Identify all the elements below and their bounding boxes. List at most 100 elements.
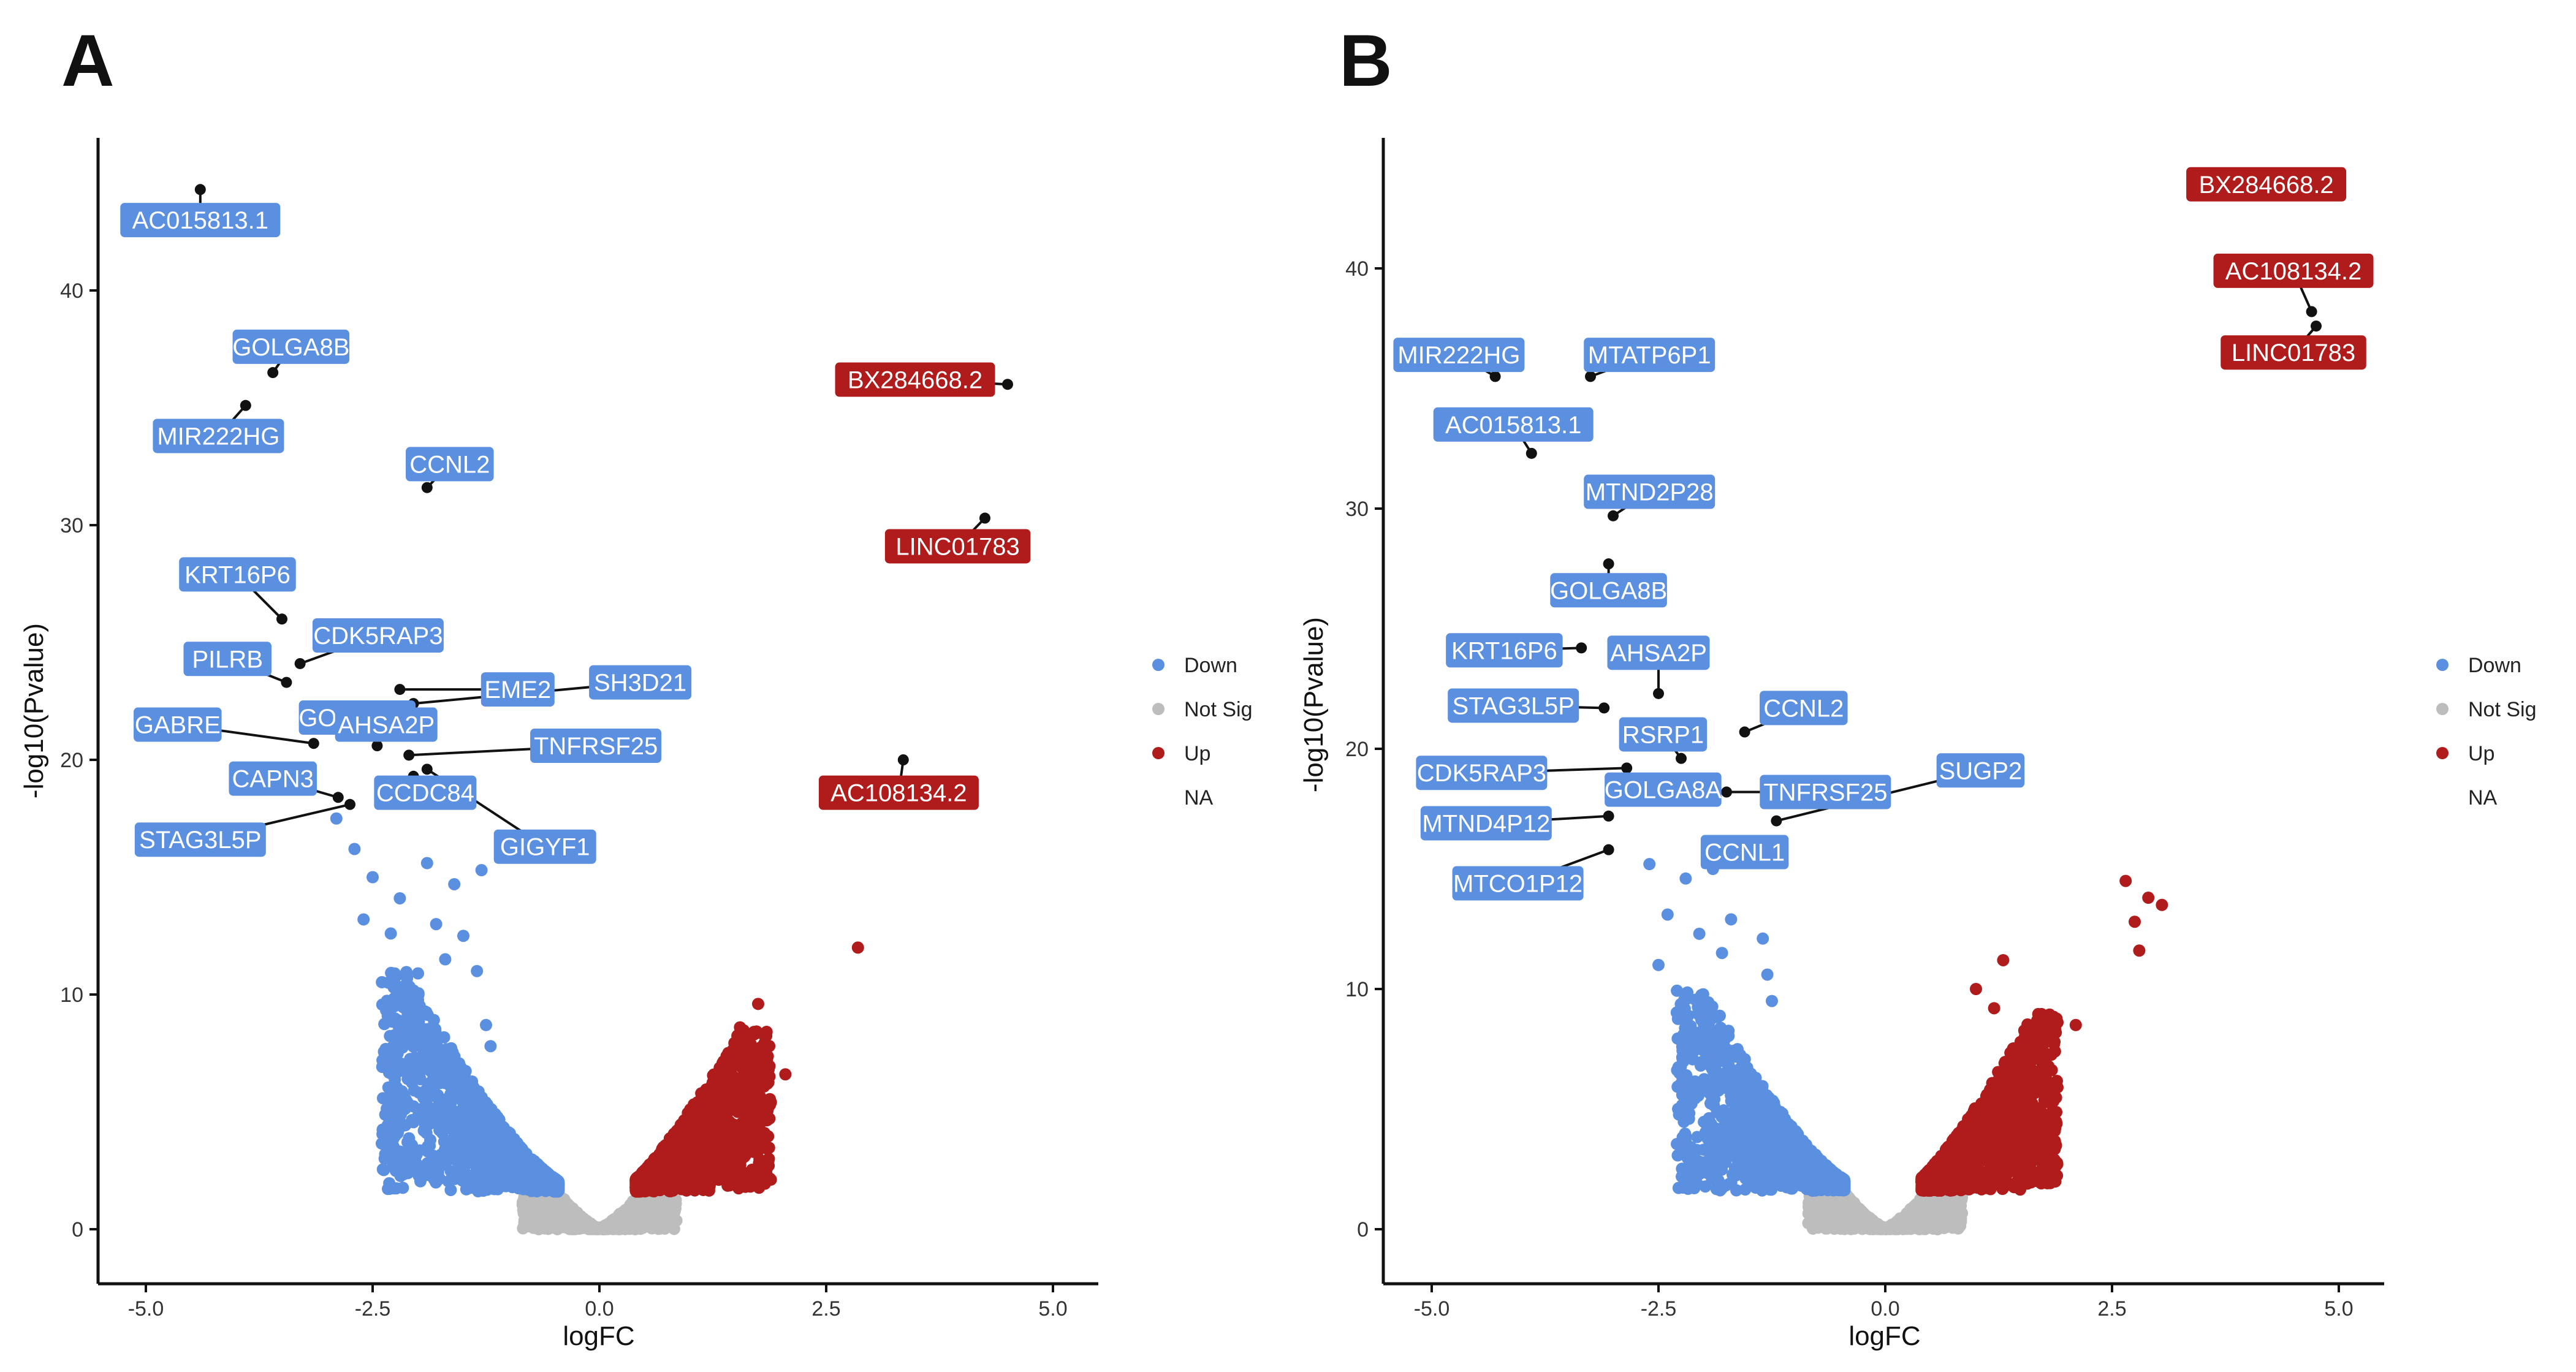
panel-a-point-up	[711, 1118, 724, 1131]
panel-a-point-down	[407, 1100, 420, 1113]
panel-a-point-not-sig	[620, 1206, 633, 1219]
panel-a-point-up	[705, 1159, 718, 1172]
panel-a-gene-label: CDK5RAP3	[312, 618, 444, 653]
panel-a-gene-label: AC015813.1	[120, 203, 281, 238]
panel-a-point-up	[737, 1134, 750, 1146]
panel-a-point-down	[496, 1178, 509, 1191]
panel-b-point-not-sig	[1942, 1218, 1955, 1231]
panel-a-x-tick-label: 0.0	[585, 1297, 614, 1321]
panel-a-point-up	[779, 1068, 792, 1081]
panel-a-point-down	[439, 1057, 452, 1070]
panel-a-y-tick-label: 30	[60, 514, 83, 537]
panel-a-gene-label: LINC01783	[884, 529, 1031, 564]
panel-a-point-up	[659, 1159, 672, 1172]
panel-a-point-not-sig	[528, 1197, 541, 1210]
panel-a-point-down	[348, 843, 361, 855]
panel-a-point-up	[743, 1052, 756, 1064]
panel-a-point-down	[429, 1023, 442, 1036]
panel-a-gene-label-text: MIR222HG	[157, 423, 279, 450]
panel-a-gene-label: CCNL2	[406, 447, 494, 482]
panel-a-point-down	[436, 1102, 449, 1115]
panel-a-point-down	[419, 1086, 432, 1099]
panel-a-point-up	[734, 1021, 747, 1034]
panel-a-point-up	[647, 1160, 660, 1173]
panel-a-point-down	[400, 966, 413, 979]
panel-a-gene-label: GABRE	[134, 707, 222, 742]
panel-a-legend-key-not-sig	[1152, 703, 1165, 715]
panel-a-gene-label-text: AHSA2P	[338, 712, 435, 739]
panel-a-point-down	[457, 930, 469, 942]
panel-a-point-down	[438, 1031, 450, 1044]
panel-a-gene-label-text: GIGYF1	[500, 834, 590, 861]
panel-a-point-up	[753, 1157, 766, 1170]
panel-a-x-tick-label: 2.5	[811, 1297, 840, 1321]
panel-a-legend-key-up	[1152, 747, 1165, 759]
panel-a-point-not-sig	[546, 1210, 559, 1222]
panel-b-letter: B	[1339, 20, 1392, 102]
panel-a-point-down	[515, 1143, 528, 1156]
panel-a-point-down	[509, 1174, 522, 1187]
panel-a-point-down	[475, 864, 488, 877]
panel-a-point-down	[417, 1023, 430, 1036]
panel-a-point-up	[743, 1107, 756, 1120]
panel-a-gene-label-text: STAG3L5P	[139, 827, 261, 854]
panel-a-point-up	[685, 1151, 697, 1164]
panel-a-point-not-sig	[518, 1192, 531, 1205]
panel-a-gene-labels: AC015813.1 GOLGA8B MIR222HG CCNL2 KRT16P6 CDK…	[120, 203, 1031, 864]
panel-a-point-down	[480, 1018, 492, 1031]
panel-a-point-down	[470, 1118, 483, 1131]
panel-b-point-not-sig	[1853, 1205, 1866, 1218]
panel-a-point-down	[376, 976, 389, 988]
panel-a-point-down	[471, 965, 484, 977]
panel-a-x-tick-label: -5.0	[128, 1297, 164, 1321]
panel-a-point-down	[392, 1124, 405, 1137]
panel-b-point-not-sig	[1823, 1205, 1836, 1218]
panel-a-point-up	[712, 1133, 725, 1146]
panel-a-point-not-sig	[574, 1210, 587, 1222]
panel-a-point-down	[533, 1180, 545, 1192]
panel-a-point-up	[724, 1088, 737, 1101]
panel-a-gene-label-text: AC015813.1	[132, 207, 268, 234]
panel-a-point-down	[457, 1114, 470, 1127]
panel-a-gene-label: TNFRSF25	[530, 729, 662, 764]
panel-a-point-down	[384, 927, 397, 940]
panel-a-gene-label: GOLGA8B	[232, 329, 349, 364]
panel-a-point-down	[403, 1132, 416, 1145]
panel-a-gene-label-text: KRT16P6	[184, 561, 291, 588]
panel-a-gene-label: MIR222HG	[153, 419, 284, 453]
panel-a-point-down	[444, 1148, 457, 1161]
panel-a-point-up	[747, 1145, 760, 1158]
panel-a-point-not-sig	[519, 1208, 532, 1221]
panel-a-gene-label-text: AC108134.2	[830, 780, 967, 807]
panel-a-point-not-sig	[645, 1200, 658, 1213]
panel-a-point-not-sig	[629, 1206, 642, 1219]
panel-a-gene-label: BX284668.2	[835, 362, 995, 397]
panel-a-point-down	[493, 1162, 506, 1175]
panel-a-point-down	[386, 1015, 398, 1028]
panel-b-point-not-sig	[1956, 1207, 1969, 1219]
panel-a-point-down	[467, 1128, 480, 1141]
panel-a-point-down	[389, 967, 401, 980]
panel-a-gene-label-text: SH3D21	[594, 670, 686, 697]
panel-a-gene-label-text: BX284668.2	[848, 367, 982, 394]
panel-a-point-up	[735, 1153, 748, 1166]
panel-a-gene-label-text: LINC01783	[895, 533, 1019, 560]
panel-a-point-down	[390, 1182, 403, 1195]
panel-a-point-not-sig	[662, 1197, 675, 1210]
panel-a-gene-label: AHSA2P	[335, 707, 438, 742]
panel-a-point-not-sig	[563, 1218, 576, 1231]
panel-a-gene-label: EME2	[481, 672, 555, 707]
panel-a-points	[194, 184, 1013, 1235]
panel-a-point-up	[720, 1053, 732, 1066]
panel-a-y-tick-label: 20	[60, 749, 83, 772]
panel-a-gene-label: CCDC84	[374, 775, 477, 810]
panel-a-point-down	[376, 1163, 389, 1176]
panel-a-point-down	[504, 1148, 517, 1161]
panel-a-point-up	[739, 1089, 751, 1102]
panel-a-x-axis-title: logFC	[563, 1321, 634, 1351]
panel-a-point-up	[675, 1129, 688, 1142]
panel-a-point-down	[452, 1129, 465, 1142]
panel-a-point-down	[439, 953, 452, 966]
panel-a-gene-label: SH3D21	[589, 665, 692, 700]
